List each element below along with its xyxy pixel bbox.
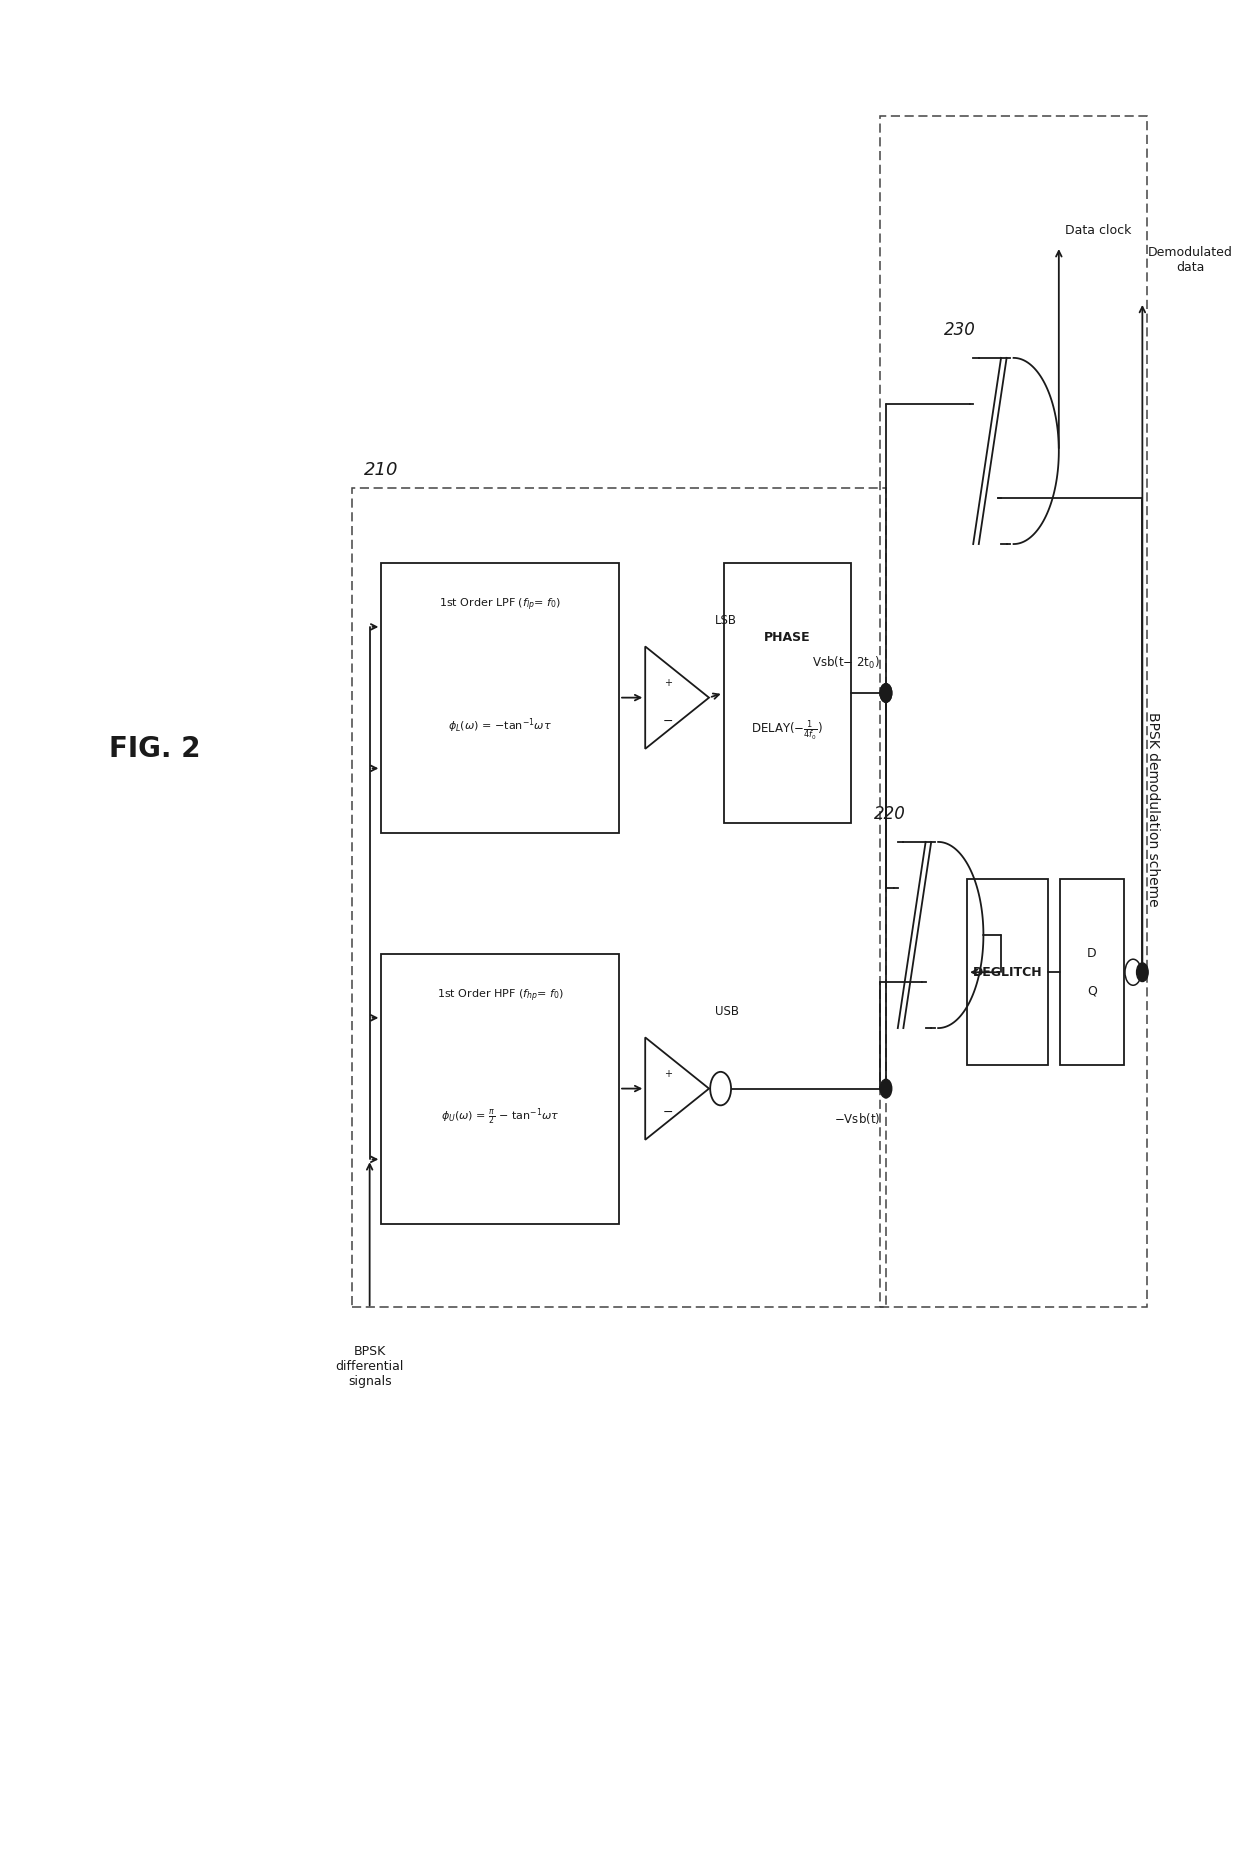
Text: USB: USB [714, 1004, 739, 1017]
Text: 220: 220 [874, 806, 906, 823]
Bar [967, 879, 1048, 1066]
Bar [352, 488, 885, 1307]
Text: $\phi_L(\omega)$ = $-$tan$^{-1}$$\omega\tau$: $\phi_L(\omega)$ = $-$tan$^{-1}$$\omega\… [448, 716, 552, 735]
Text: −: − [662, 1107, 673, 1120]
Text: −: − [662, 716, 673, 727]
Text: 1st Order LPF ($f_{lp}$= $f_0$): 1st Order LPF ($f_{lp}$= $f_0$) [439, 597, 562, 613]
Text: Demodulated
data: Demodulated data [1148, 247, 1233, 275]
Text: D: D [1087, 946, 1096, 959]
Text: +: + [663, 677, 672, 688]
Text: $-$Vsb(t): $-$Vsb(t) [833, 1111, 880, 1126]
Text: $\phi_U(\omega)$ = $\frac{\pi}{2}$ $-$ tan$^{-1}$$\omega\tau$: $\phi_U(\omega)$ = $\frac{\pi}{2}$ $-$ t… [441, 1107, 559, 1128]
Text: DELAY($-\frac{1}{4f_0}$): DELAY($-\frac{1}{4f_0}$) [751, 718, 823, 742]
Text: 230: 230 [944, 322, 976, 338]
Text: DEGLITCH: DEGLITCH [973, 965, 1043, 978]
Circle shape [880, 1079, 892, 1098]
Text: Data clock: Data clock [1065, 224, 1131, 237]
Text: BPSK demodulation scheme: BPSK demodulation scheme [1146, 712, 1159, 907]
Bar [1060, 879, 1123, 1066]
Text: PHASE: PHASE [764, 630, 811, 643]
Text: 210: 210 [363, 460, 398, 479]
Bar [381, 563, 619, 832]
Text: 1st Order HPF ($f_{hp}$= $f_0$): 1st Order HPF ($f_{hp}$= $f_0$) [436, 987, 564, 1004]
Bar [880, 116, 1147, 1307]
Text: Vsb(t$-$ 2t$_0$): Vsb(t$-$ 2t$_0$) [812, 654, 880, 671]
Text: +: + [663, 1068, 672, 1079]
Text: Q: Q [1087, 984, 1097, 997]
Bar [381, 954, 619, 1223]
Circle shape [1137, 963, 1148, 982]
Circle shape [880, 684, 892, 703]
Text: FIG. 2: FIG. 2 [109, 735, 200, 763]
Text: BPSK
differential
signals: BPSK differential signals [336, 1346, 404, 1389]
Text: LSB: LSB [714, 613, 737, 626]
Bar [723, 563, 851, 823]
Circle shape [880, 684, 892, 703]
